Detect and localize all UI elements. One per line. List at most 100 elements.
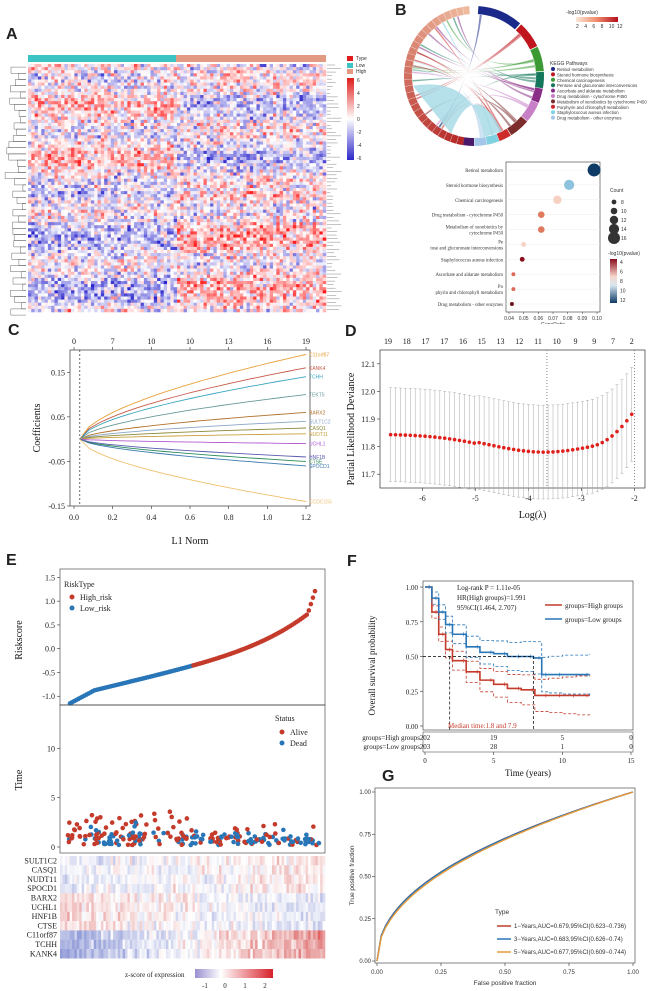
heatmap-cell [299, 98, 304, 102]
heatmap-cell [266, 215, 271, 220]
heatmap-cell [309, 101, 314, 105]
heatmap-cell [41, 116, 45, 121]
heatmap-cell [104, 95, 108, 99]
heatmap-cell [140, 178, 145, 183]
heatmap-cell [74, 129, 78, 133]
heatmap-cell [94, 79, 98, 83]
dendrogram-branch [21, 271, 26, 279]
heatmap-cell [186, 206, 191, 210]
heatmap-cell [34, 231, 39, 235]
heatmap-cell [190, 194, 194, 198]
heatmap-cell [193, 107, 198, 111]
heatmap-cell [160, 219, 165, 223]
heatmap-cell [84, 76, 88, 80]
heatmap-cell [150, 178, 155, 183]
heatmap-cell [34, 73, 39, 77]
heatmap-cell [180, 132, 184, 136]
heatmap-cell [107, 194, 112, 198]
heatmap-cell [114, 197, 118, 201]
heatmap-cell [190, 138, 194, 142]
heatmap-cell [190, 95, 194, 99]
heatmap-cell [87, 150, 92, 155]
heatmap-cell [37, 129, 42, 133]
heatmap-cell [34, 219, 39, 223]
heatmap-cell [226, 129, 231, 133]
heatmap-cell [312, 141, 317, 145]
heatmap-cell [47, 88, 52, 93]
heatmap-cell [183, 144, 188, 148]
heatmap-cell [130, 67, 135, 71]
heatmap-cell [193, 203, 198, 207]
heatmap-cell [196, 116, 201, 121]
heatmap-cell [110, 85, 115, 90]
heatmap-cell [84, 160, 88, 164]
heatmap-cell [120, 122, 125, 127]
heatmap-cell [269, 209, 274, 214]
heatmap-cell [316, 135, 320, 139]
heatmap-cell [190, 91, 194, 96]
heatmap-cell [61, 88, 65, 93]
heatmap-cell [193, 110, 198, 114]
heatmap-cell [299, 135, 304, 139]
heatmap-cell [177, 126, 181, 130]
heatmap-cell [127, 169, 131, 173]
heatmap-cell [190, 153, 194, 158]
heatmap-cell [286, 144, 290, 148]
heatmap-cell [196, 73, 201, 77]
heatmap-cell [213, 166, 218, 170]
heatmap-cell [100, 98, 105, 102]
heatmap-cell [120, 101, 125, 105]
heatmap-cell [213, 122, 218, 127]
heatmap-cell [41, 147, 45, 152]
heatmap-cell [177, 178, 181, 183]
heatmap-cell [167, 88, 171, 93]
heatmap-cell [147, 88, 151, 93]
heatmap-cell [249, 150, 254, 155]
heatmap-cell [253, 85, 257, 90]
heatmap-cell [306, 222, 310, 226]
heatmap-cell [61, 144, 65, 148]
heatmap-cell [177, 138, 181, 142]
heatmap-cell [173, 231, 178, 235]
heatmap-cell [213, 231, 218, 235]
heatmap-cell [133, 98, 138, 102]
heatmap-cell [302, 222, 307, 226]
heatmap-cell [220, 67, 224, 71]
heatmap-cell [47, 126, 52, 130]
heatmap-cell [47, 153, 52, 158]
heatmap-cell [143, 82, 148, 86]
heatmap-cell [137, 150, 141, 155]
heatmap-cell [57, 172, 62, 176]
heatmap-cell [74, 153, 78, 158]
heatmap-cell [67, 150, 72, 155]
heatmap-cell [133, 181, 138, 186]
heatmap-cell [28, 91, 32, 96]
heatmap-cell [28, 144, 32, 148]
heatmap-cell [74, 157, 78, 161]
heatmap-cell [183, 147, 188, 152]
heatmap-cell [47, 169, 52, 173]
heatmap-cell [203, 107, 208, 111]
heatmap-cell [37, 135, 42, 139]
heatmap-cell [94, 119, 98, 124]
heatmap-cell [143, 194, 148, 198]
heatmap-cell [44, 209, 49, 214]
heatmap-cell [67, 88, 72, 93]
heatmap-cell [282, 169, 287, 173]
heatmap-cell [177, 85, 181, 90]
heatmap-cell [253, 160, 257, 164]
heatmap-cell [64, 188, 69, 192]
heatmap-cell [153, 172, 158, 176]
heatmap-cell [210, 203, 214, 207]
heatmap-cell [133, 67, 138, 71]
heatmap-cell [140, 110, 145, 114]
heatmap-cell [64, 175, 69, 179]
heatmap-cell [163, 135, 168, 139]
heatmap-cell [282, 150, 287, 155]
heatmap-cell [210, 231, 214, 235]
dendrogram-branch [13, 240, 26, 248]
heatmap-cell [37, 178, 42, 183]
heatmap-cell [203, 147, 208, 152]
heatmap-cell [190, 212, 194, 217]
heatmap-cell [263, 157, 267, 161]
